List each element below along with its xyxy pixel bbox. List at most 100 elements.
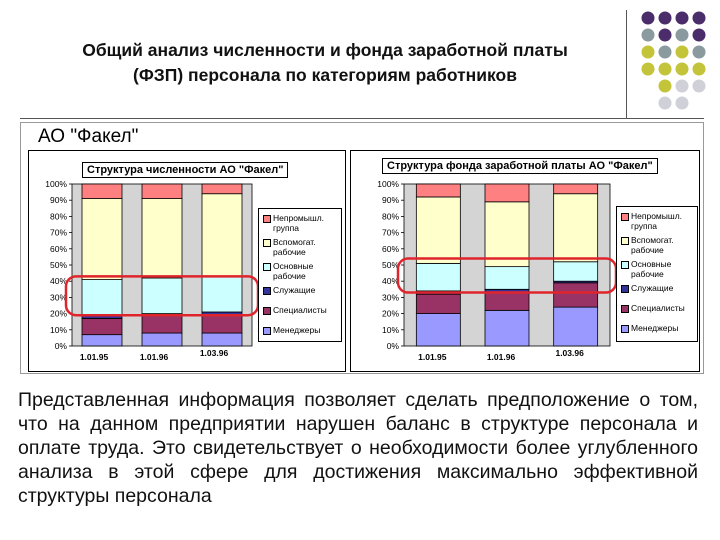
y-tick-label: 30% [382,292,399,302]
decor-dot [658,45,672,59]
x-tick-label: 1.01.96 [487,352,516,362]
y-tick-label: 100% [45,179,67,189]
bar-segment [415,313,461,347]
bar-segment [415,196,461,264]
bar-segment [553,261,599,282]
y-tick-label: 20% [382,309,399,319]
legend-label: Служащие [631,283,674,293]
y-tick-label: 20% [50,309,67,319]
decorative-dots-grid [641,11,706,110]
y-tick-label: 70% [382,228,399,238]
slide-title-line-2: (ФЗП) персонала по категориям работников [133,65,517,85]
decor-dot [641,28,655,42]
legend-label: Непромышл. группа [631,211,683,231]
bar-segment [81,334,123,347]
legend-label: Вспомогат. рабочие [631,235,674,255]
y-tick-label: 0% [55,341,68,351]
legend-swatch [263,215,271,223]
decor-dot [692,11,706,25]
legend-label: Специалисты [273,305,327,315]
y-tick-label: 90% [50,195,67,205]
bar-segment [81,198,123,280]
y-tick-label: 40% [50,276,67,286]
decor-dot [658,62,672,76]
decor-dot [692,45,706,59]
legend-swatch [621,213,629,221]
slide-title: Общий анализ численности и фонда заработ… [30,38,620,88]
decor-dot [658,28,672,42]
legend-label: Служащие [273,285,316,295]
legend-swatch [263,239,271,247]
y-tick-label: 0% [387,341,400,351]
decor-dot [658,79,672,93]
legend-label: Менеджеры [273,325,321,335]
decor-vertical-line [626,10,627,118]
bar-segment [141,277,183,314]
x-tick-label: 1.01.95 [418,352,447,362]
legend-swatch [263,287,271,295]
decor-dot [675,96,689,110]
company-name: АО "Факел" [38,126,139,147]
decor-dot [675,79,689,93]
charts-frame [20,122,704,374]
legend-swatch [621,285,629,293]
legend-swatch [263,307,271,315]
bar-segment [141,314,183,334]
legend-swatch [263,263,271,271]
bar-segment [484,183,530,203]
decor-dot [641,45,655,59]
bar-segment [553,193,599,263]
slide-title-line-1: Общий анализ численности и фонда заработ… [82,40,568,60]
y-tick-label: 50% [382,260,399,270]
bar-segment [201,314,243,334]
decor-dot [658,96,672,110]
bar-segment [81,318,123,336]
y-tick-label: 90% [382,195,399,205]
legend-swatch [621,261,629,269]
y-tick-label: 30% [50,292,67,302]
bar-segment [415,262,461,292]
x-tick-label: 1.01.96 [140,352,169,362]
headcount-chart: 0% 10% 20% 30% 40% 50% 60% 70% 80% 90% 100% 1.01.95… [28,150,346,372]
bar-segment [553,282,599,308]
bar-segment [553,306,599,347]
bar-segment [201,183,243,195]
legend-label: Основные рабочие [631,259,672,279]
legend-swatch [263,327,271,335]
legend-label: Менеджеры [631,323,679,333]
decor-horizontal-line [20,118,704,119]
x-tick-label: 1.01.95 [80,352,109,362]
legend-swatch [621,305,629,313]
bar-segment [141,183,183,199]
conclusion-text: Представленная информация позволяет сдел… [18,389,698,507]
decor-dot [658,11,672,25]
payroll-chart: 0% 10% 20% 30% 40% 50% 60% 70% 80% 90% 100% 1.01.95… [350,150,700,372]
payroll-chart-title: Структура фонда заработной платы АО "Фак… [382,158,658,174]
bar-segment [141,332,183,347]
decor-dot [675,11,689,25]
decor-dot [675,62,689,76]
legend-swatch [621,237,629,245]
bar-segment [484,201,530,268]
y-tick-label: 10% [382,325,399,335]
decor-dot [675,45,689,59]
decor-dot [692,62,706,76]
bar-segment [484,309,530,347]
y-tick-label: 10% [50,325,67,335]
y-tick-label: 80% [382,211,399,221]
legend-swatch [621,325,629,333]
decor-dot [641,11,655,25]
bar-segment [81,183,123,199]
headcount-chart-title: Структура численности АО "Факел" [82,162,289,178]
decor-dot [692,79,706,93]
bar-segment [415,183,461,198]
decor-dot [641,62,655,76]
legend-label: Основные рабочие [273,261,314,281]
y-tick-label: 50% [50,260,67,270]
bar-segment [201,332,243,347]
x-tick-label: 1.03.96 [200,348,229,358]
headcount-chart-legend: Непромышл. группа Вспомогат. рабочие Основны… [258,208,342,342]
bar-segment [484,266,530,290]
payroll-chart-legend: Непромышл. группа Вспомогат. рабочие Основны… [616,206,698,342]
y-tick-label: 60% [50,244,67,254]
